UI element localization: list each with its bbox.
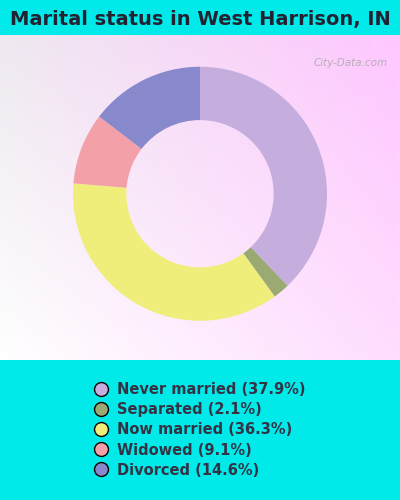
- Wedge shape: [74, 116, 142, 188]
- Wedge shape: [200, 66, 327, 286]
- Wedge shape: [99, 66, 200, 149]
- Text: City-Data.com: City-Data.com: [314, 58, 388, 68]
- Wedge shape: [243, 247, 288, 296]
- Wedge shape: [73, 184, 275, 320]
- Legend: Never married (37.9%), Separated (2.1%), Now married (36.3%), Widowed (9.1%), Di: Never married (37.9%), Separated (2.1%),…: [94, 382, 306, 478]
- Text: Marital status in West Harrison, IN: Marital status in West Harrison, IN: [10, 10, 390, 29]
